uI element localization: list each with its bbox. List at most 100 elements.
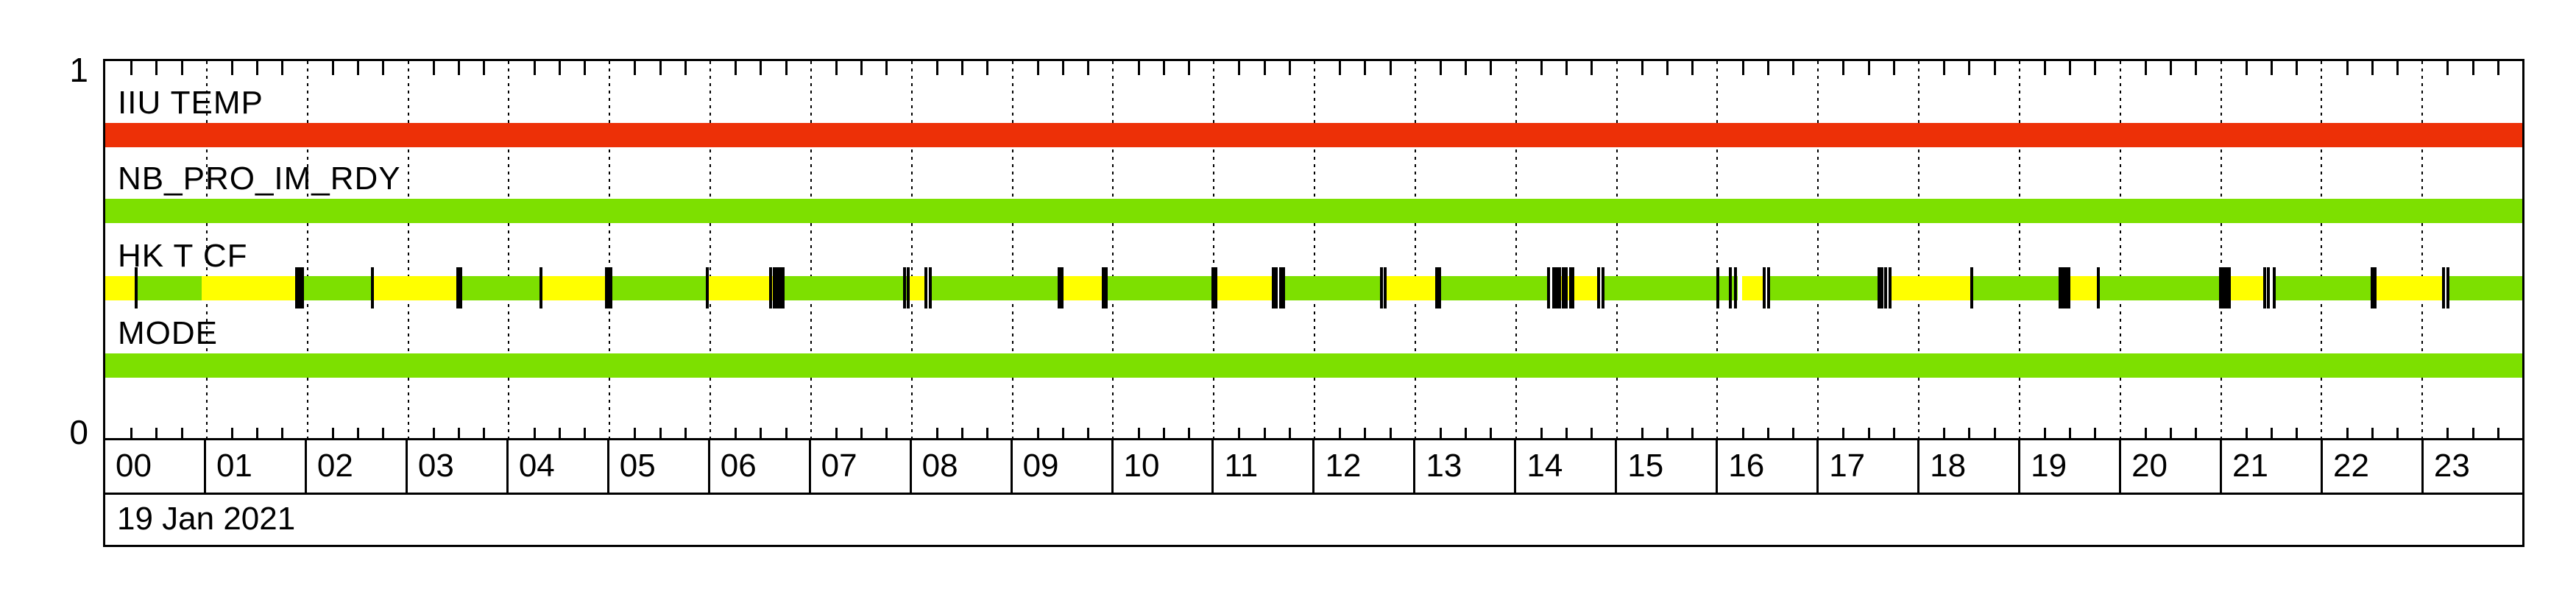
hour-label: 15 [1627, 448, 1664, 484]
hour-gridline [910, 61, 913, 438]
minor-tick-top [735, 61, 737, 75]
hour-cell: 05 [606, 440, 708, 493]
event-tick [1102, 267, 1105, 308]
channel-label: NB_PRO_IM_RDY [118, 161, 401, 197]
hour-cell: 20 [2119, 440, 2220, 493]
minor-tick-top [1364, 61, 1367, 75]
status-segment [1385, 276, 1437, 300]
minor-tick-top [2346, 61, 2349, 75]
hour-axis-row: 00 01 02 03 04 05 06 07 08 09 10 11 12 13 14 15 16 17 18 19… [103, 440, 2524, 495]
minor-tick-top [1641, 61, 1643, 75]
hour-label: 07 [821, 448, 857, 484]
minor-tick-top [1036, 61, 1039, 75]
event-tick [778, 267, 782, 308]
event-tick [1060, 267, 1064, 308]
hour-label: 17 [1829, 448, 1866, 484]
status-segment [1438, 276, 1549, 300]
status-segment [907, 276, 927, 300]
minor-tick-bottom [2396, 428, 2399, 438]
minor-tick-top [155, 61, 158, 75]
hour-label: 18 [1930, 448, 1967, 484]
plot-area: IIU TEMP NB_PRO_IM_RDY HK T CF MODE [103, 59, 2524, 440]
minor-tick-top [1867, 61, 1870, 75]
minor-tick-top [331, 61, 334, 75]
status-segment [1216, 276, 1275, 300]
minor-tick-top [2497, 61, 2499, 75]
hour-gridline [1112, 61, 1114, 438]
hour-label: 12 [1325, 448, 1362, 484]
minor-tick-top [2195, 61, 2198, 75]
event-tick [1734, 267, 1738, 308]
event-tick [1880, 267, 1883, 308]
hour-label: 02 [316, 448, 353, 484]
hour-cell: 21 [2220, 440, 2321, 493]
minor-tick-bottom [1867, 428, 1870, 438]
hour-cell: 06 [707, 440, 809, 493]
minor-tick-top [2296, 61, 2299, 75]
minor-tick-bottom [155, 428, 158, 438]
minor-tick-top [1465, 61, 1468, 75]
minor-tick-bottom [2471, 428, 2474, 438]
minor-tick-top [885, 61, 888, 75]
minor-tick-top [785, 61, 788, 75]
minor-tick-bottom [1137, 428, 1140, 438]
minor-tick-bottom [457, 428, 460, 438]
status-segment [1973, 276, 2060, 300]
event-tick [924, 267, 928, 308]
minor-tick-bottom [935, 428, 938, 438]
date-row: 19 Jan 2021 [103, 495, 2524, 547]
minor-tick-top [2270, 61, 2273, 75]
minor-tick-bottom [1238, 428, 1241, 438]
status-segment [461, 276, 542, 300]
event-tick [1554, 267, 1558, 308]
hour-label: 21 [2232, 448, 2268, 484]
minor-tick-top [2094, 61, 2097, 75]
event-tick [2371, 267, 2374, 308]
status-segment [302, 276, 372, 300]
minor-tick-top [2044, 61, 2047, 75]
event-tick [1557, 267, 1561, 308]
minor-tick-top [1061, 61, 1064, 75]
hour-gridline [306, 61, 308, 438]
hour-label: 16 [1728, 448, 1765, 484]
minor-tick-top [180, 61, 183, 75]
event-tick [2267, 267, 2271, 308]
status-segment [105, 123, 2522, 147]
minor-tick-top [2471, 61, 2474, 75]
minor-tick-bottom [1036, 428, 1039, 438]
event-tick [1275, 267, 1278, 308]
minor-tick-top [1238, 61, 1241, 75]
minor-tick-top [659, 61, 662, 75]
event-tick [1214, 267, 1218, 308]
hour-cell: 01 [203, 440, 305, 493]
minor-tick-top [1137, 61, 1140, 75]
status-segment [782, 276, 908, 300]
minor-tick-bottom [860, 428, 863, 438]
minor-tick-top [231, 61, 234, 75]
event-tick [1970, 267, 1973, 308]
hour-gridline [1817, 61, 1819, 438]
minor-tick-top [1968, 61, 1971, 75]
channel-label: HK T CF [118, 238, 248, 274]
status-segment [1063, 276, 1103, 300]
minor-tick-bottom [382, 428, 385, 438]
event-tick [2442, 267, 2446, 308]
hour-gridline [1314, 61, 1315, 438]
minor-tick-top [2170, 61, 2173, 75]
minor-tick-top [1339, 61, 1342, 75]
status-segment [707, 276, 780, 300]
minor-tick-bottom [1943, 428, 1946, 438]
minor-tick-top [1993, 61, 1996, 75]
minor-tick-top [382, 61, 385, 75]
minor-tick-bottom [1465, 428, 1468, 438]
minor-tick-bottom [2094, 428, 2097, 438]
status-segment [2099, 276, 2221, 300]
minor-tick-bottom [760, 428, 762, 438]
minor-tick-top [130, 61, 133, 75]
event-tick [297, 267, 300, 308]
minor-tick-top [1187, 61, 1190, 75]
minor-tick-bottom [2170, 428, 2173, 438]
event-tick [1762, 267, 1766, 308]
event-tick [1551, 267, 1555, 308]
hour-label: 09 [1022, 448, 1059, 484]
